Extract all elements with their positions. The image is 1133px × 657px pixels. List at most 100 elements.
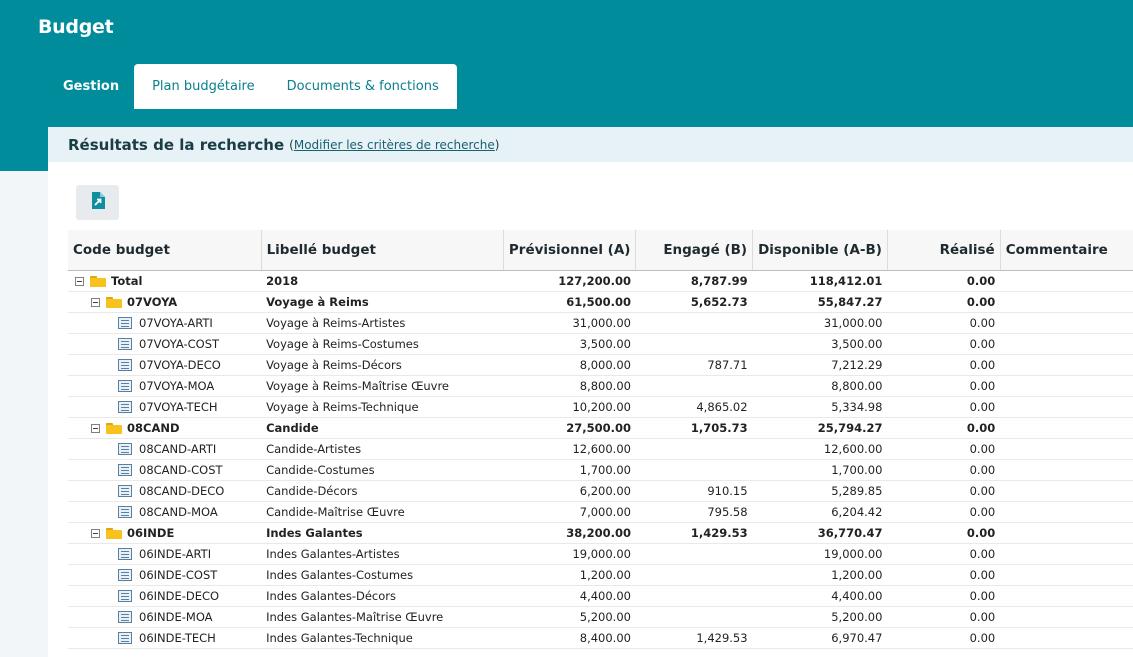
cell-previsionnel: 127,200.00 [503,270,636,292]
cell-realise: 0.00 [887,312,1001,334]
tab-plan-budgetaire[interactable]: Plan budgétaire [152,79,255,94]
col-realise[interactable]: Réalisé [887,230,1001,271]
table-row[interactable]: 08CAND-ARTI Candide-Artistes 12,600.00 12,6… [68,438,1133,460]
cell-commentaire [1000,291,1133,313]
cell-engage: 8,787.99 [635,270,753,292]
collapse-toggle-icon[interactable] [75,276,84,286]
cell-previsionnel: 1,200.00 [503,564,636,586]
budget-line-icon [118,632,132,644]
table-group-row[interactable]: 08CAND Candide 27,500.00 1,705.73 25,794.27 0… [68,417,1133,439]
cell-engage: 1,705.73 [635,417,753,439]
table-row[interactable]: 08CAND-COST Candide-Costumes 1,700.00 1,700… [68,459,1133,481]
table-row[interactable]: 08CAND-DECO Candide-Décors 6,200.00 910.15 5… [68,480,1133,502]
cell-realise: 0.00 [887,375,1001,397]
code-budget-text: 08CAND-MOA [139,505,218,519]
cell-disponible: 6,204.42 [752,501,888,523]
cell-commentaire [1000,564,1133,586]
table-row[interactable]: 08CAND-MOA Candide-Maîtrise Œuvre 7,000.00… [68,501,1133,523]
budget-line-icon [118,611,132,623]
cell-code: 06INDE-TECH [68,627,262,649]
budget-line-icon [118,548,132,560]
collapse-toggle-icon[interactable] [91,423,100,433]
cell-libelle: Candide-Artistes [261,438,504,460]
cell-commentaire [1000,501,1133,523]
code-budget-text: 08CAND-DECO [139,484,225,498]
modify-criteria-link[interactable]: Modifier les critères de recherche [293,137,495,152]
cell-realise: 0.00 [887,354,1001,376]
cell-engage: 910.15 [635,480,753,502]
cell-libelle: Indes Galantes [261,522,504,544]
cell-realise: 0.00 [887,333,1001,355]
paren-close: ) [494,137,500,152]
table-group-row[interactable]: 06INDE Indes Galantes 38,200.00 1,429.53 36,… [68,522,1133,544]
folder-icon [106,527,122,539]
budget-line-icon [118,464,132,476]
code-budget-text: 07VOYA [127,295,178,309]
table-row[interactable]: 07VOYA-COST Voyage à Reims-Costumes 3,500.… [68,333,1133,355]
app-title: Budget [38,16,114,38]
cell-engage: 1,429.53 [635,522,753,544]
cell-realise: 0.00 [887,627,1001,649]
col-engage[interactable]: Engagé (B) [635,230,754,271]
folder-icon [90,275,106,287]
cell-realise: 0.00 [887,291,1001,313]
cell-libelle: Voyage à Reims-Costumes [261,333,504,355]
col-disponible[interactable]: Disponible (A-B) [752,230,888,271]
cell-disponible: 12,600.00 [752,438,888,460]
cell-engage: 1,429.53 [635,627,753,649]
table-row[interactable]: 06INDE-MOA Indes Galantes-Maîtrise Œuvre 5… [68,606,1133,628]
table-group-row[interactable]: 07VOYA Voyage à Reims 61,500.00 5,652.73 55,… [68,291,1133,313]
budget-line-icon [118,443,132,455]
table-row[interactable]: 07VOYA-DECO Voyage à Reims-Décors 8,000.00… [68,354,1133,376]
cell-commentaire [1000,354,1133,376]
col-previsionnel[interactable]: Prévisionnel (A) [503,230,637,271]
cell-previsionnel: 10,200.00 [503,396,636,418]
cell-libelle: Voyage à Reims-Décors [261,354,504,376]
code-cell-content: 06INDE-MOA [73,610,256,624]
cell-disponible: 1,200.00 [752,564,888,586]
cell-commentaire [1000,270,1133,292]
cell-engage [635,312,753,334]
cell-code: 07VOYA [68,291,262,313]
table-row[interactable]: 07VOYA-MOA Voyage à Reims-Maîtrise Œuvre 8… [68,375,1133,397]
code-budget-text: 08CAND-COST [139,463,223,477]
col-code-budget[interactable]: Code budget [68,230,262,271]
table-row[interactable]: 07VOYA-TECH Voyage à Reims-Technique 10,20… [68,396,1133,418]
table-row[interactable]: 06INDE-COST Indes Galantes-Costumes 1,200.… [68,564,1133,586]
col-libelle-budget[interactable]: Libellé budget [261,230,504,271]
cell-previsionnel: 7,000.00 [503,501,636,523]
code-budget-text: 06INDE-ARTI [139,547,212,561]
table-row[interactable]: 06INDE-ARTI Indes Galantes-Artistes 19,000… [68,543,1133,565]
cell-code: 07VOYA-MOA [68,375,262,397]
cell-commentaire [1000,417,1133,439]
cell-commentaire [1000,459,1133,481]
tab-gestion[interactable]: Gestion [63,79,120,94]
col-commentaire[interactable]: Commentaire [1000,230,1133,271]
export-button[interactable] [76,185,119,220]
table-row[interactable]: 06INDE-DECO Indes Galantes-Décors 4,400.00… [68,585,1133,607]
cell-engage: 4,865.02 [635,396,753,418]
cell-disponible: 4,400.00 [752,585,888,607]
code-budget-text: 07VOYA-COST [139,337,220,351]
cell-code: 07VOYA-TECH [68,396,262,418]
cell-realise: 0.00 [887,480,1001,502]
code-budget-text: 06INDE-TECH [139,631,216,645]
cell-engage: 5,652.73 [635,291,753,313]
cell-engage [635,333,753,355]
table-group-row[interactable]: Total 2018 127,200.00 8,787.99 118,412.01 0.0… [68,270,1133,292]
collapse-toggle-icon[interactable] [91,297,100,307]
cell-commentaire [1000,543,1133,565]
table-row[interactable]: 06INDE-TECH Indes Galantes-Technique 8,400… [68,627,1133,649]
results-title: Résultats de la recherche [68,135,285,154]
cell-code: 08CAND [68,417,262,439]
cell-libelle: Indes Galantes-Décors [261,585,504,607]
cell-realise: 0.00 [887,543,1001,565]
code-cell-content: 06INDE-DECO [73,589,256,603]
cell-disponible: 55,847.27 [752,291,888,313]
code-cell-content: 07VOYA [73,295,256,309]
cell-libelle: Indes Galantes-Costumes [261,564,504,586]
collapse-toggle-icon[interactable] [91,528,100,538]
tab-documents-fonctions[interactable]: Documents & fonctions [286,79,439,94]
table-row[interactable]: 07VOYA-ARTI Voyage à Reims-Artistes 31,000… [68,312,1133,334]
cell-libelle: Voyage à Reims-Artistes [261,312,504,334]
